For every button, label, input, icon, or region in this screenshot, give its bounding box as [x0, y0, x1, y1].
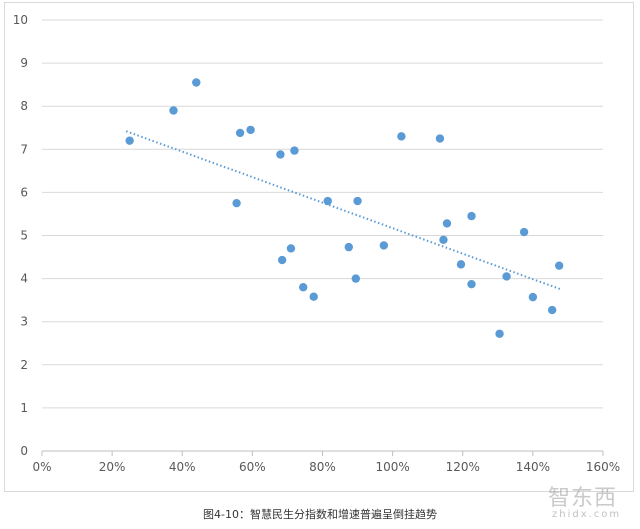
data-point [467, 280, 476, 289]
y-tick-label: 1 [20, 401, 28, 415]
data-point [554, 261, 564, 270]
data-point [442, 219, 452, 228]
figure-caption: 图4-10：智慧民生分指数和增速普遍呈倒挂趋势 [203, 508, 437, 521]
y-tick-label: 0 [20, 444, 28, 458]
data-point [397, 132, 406, 141]
data-point [379, 241, 389, 250]
data-point [439, 235, 448, 245]
watermark-brand: 智东西 [548, 486, 618, 511]
data-point [235, 128, 245, 138]
x-tick-label: 40% [169, 460, 196, 474]
data-point [125, 136, 134, 145]
trendline [125, 130, 562, 291]
watermark-url: zhidx.com [552, 509, 622, 520]
data-point [456, 260, 466, 269]
data-point [277, 255, 287, 265]
x-tick-label: 160% [586, 460, 620, 474]
x-tick-label: 120% [446, 460, 480, 474]
y-tick-label: 8 [20, 99, 28, 113]
data-point [353, 196, 362, 206]
x-tick-label: 60% [239, 460, 266, 474]
data-point [290, 146, 299, 155]
data-point [547, 305, 557, 315]
data-point [286, 244, 296, 253]
data-point [435, 134, 445, 143]
x-tick-label: 140% [516, 460, 550, 474]
data-point [519, 227, 529, 237]
y-tick-label: 9 [20, 56, 28, 70]
x-tick-label: 20% [99, 460, 126, 474]
data-point [309, 292, 318, 301]
data-point [232, 198, 241, 208]
data-point [495, 329, 504, 338]
y-tick-label: 3 [20, 315, 28, 329]
x-tick-label: 0% [32, 460, 51, 474]
data-point [299, 283, 308, 292]
x-tick-label: 80% [309, 460, 336, 474]
data-point [344, 242, 353, 252]
data-point [467, 211, 476, 221]
data-point [528, 292, 538, 302]
y-tick-label: 4 [20, 272, 28, 286]
data-point [351, 274, 361, 283]
y-tick-label: 2 [20, 358, 28, 372]
chart-frame [4, 2, 634, 492]
data-point [169, 106, 178, 115]
data-point [246, 125, 255, 135]
y-tick-label: 10 [13, 13, 28, 27]
data-point [323, 196, 332, 206]
data-point [502, 272, 511, 281]
y-tick-label: 5 [20, 229, 28, 243]
y-tick-label: 7 [20, 142, 28, 156]
x-tick-label: 100% [375, 460, 409, 474]
data-point [276, 150, 285, 159]
y-tick-label: 6 [20, 185, 28, 199]
data-point [192, 78, 201, 87]
